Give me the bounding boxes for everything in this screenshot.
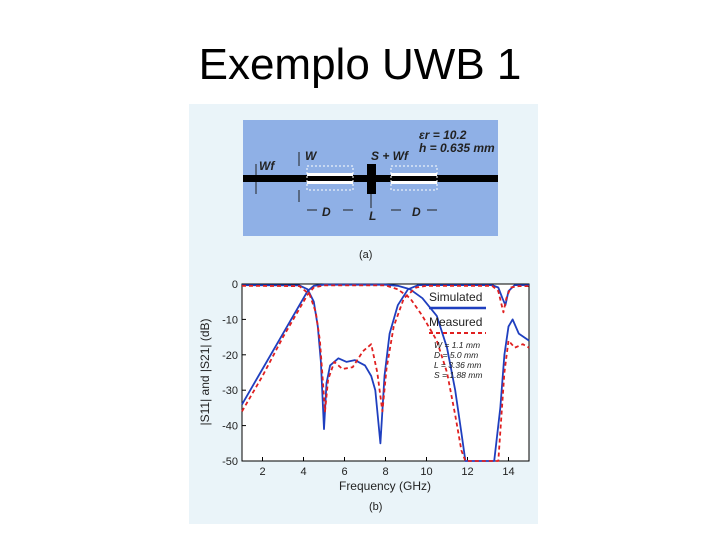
x-tick-label: 8 bbox=[382, 466, 388, 478]
w-label: W bbox=[305, 149, 318, 163]
param-w: W = 1.1 mm bbox=[434, 340, 480, 350]
substrate-er-label: εr = 10.2 bbox=[419, 128, 467, 142]
resonator-right-outline bbox=[390, 165, 438, 191]
substrate-h-label: h = 0.635 mm bbox=[419, 141, 495, 155]
s-wf-label: S + Wf bbox=[371, 149, 409, 163]
series-measured-curve-2 bbox=[241, 284, 529, 413]
param-d: D = 5.0 mm bbox=[434, 350, 478, 360]
figure-svg: εr = 10.2 h = 0.635 mm Wf W S + Wf D L D bbox=[198, 120, 530, 513]
legend: Simulated Measured W = 1.1 mm D = 5.0 mm… bbox=[429, 290, 486, 380]
x-tick-label: 4 bbox=[300, 466, 306, 478]
y-tick-label: 0 bbox=[232, 279, 238, 291]
y-ticks: 0 -10 -20 -30 -40 -50 bbox=[222, 279, 246, 468]
param-s: S = 1.88 mm bbox=[434, 370, 482, 380]
x-axis-label: Frequency (GHz) bbox=[339, 479, 431, 493]
y-tick-label: -20 bbox=[222, 350, 238, 362]
y-tick-label: -30 bbox=[222, 385, 238, 397]
slide-title: Exemplo UWB 1 bbox=[198, 40, 522, 89]
d-left-label: D bbox=[322, 205, 331, 219]
caption-b: (b) bbox=[369, 501, 382, 513]
center-stub bbox=[367, 164, 376, 194]
x-tick-label: 14 bbox=[502, 466, 514, 478]
x-tick-label: 2 bbox=[259, 466, 265, 478]
x-ticks: 2 4 6 8 10 12 14 bbox=[259, 457, 515, 478]
y-tick-label: -50 bbox=[222, 456, 238, 468]
s-parameter-plot: 0 -10 -20 -30 -40 -50 2 4 6 8 10 12 14 Simulated Me… bbox=[198, 279, 530, 513]
d-right-label: D bbox=[412, 205, 421, 219]
resonator-left-slot bbox=[307, 173, 353, 176]
resonator-right-slot-2 bbox=[391, 181, 437, 184]
l-label: L bbox=[369, 209, 376, 223]
resonator-left-slot-2 bbox=[307, 181, 353, 184]
layout-diagram: εr = 10.2 h = 0.635 mm Wf W S + Wf D L D bbox=[243, 120, 498, 261]
param-l: L = 3.36 mm bbox=[434, 360, 481, 370]
series-measured-curve-1 bbox=[241, 284, 530, 462]
x-tick-label: 10 bbox=[420, 466, 432, 478]
y-axis-label: |S11| and |S21| (dB) bbox=[198, 319, 212, 426]
x-tick-label: 12 bbox=[461, 466, 473, 478]
y-tick-label: -40 bbox=[222, 421, 238, 433]
resonator-right-slot bbox=[391, 173, 437, 176]
wf-label: Wf bbox=[259, 159, 275, 173]
caption-a: (a) bbox=[359, 249, 372, 261]
x-tick-label: 6 bbox=[341, 466, 347, 478]
resonator-left-outline bbox=[306, 165, 354, 191]
series-simulated-curve-1 bbox=[241, 283, 530, 462]
plot-curves bbox=[241, 283, 530, 462]
legend-simulated-label: Simulated bbox=[429, 290, 482, 304]
legend-measured-label: Measured bbox=[429, 315, 482, 329]
figure-panel: εr = 10.2 h = 0.635 mm Wf W S + Wf D L D bbox=[189, 104, 538, 524]
y-tick-label: -10 bbox=[222, 314, 238, 326]
